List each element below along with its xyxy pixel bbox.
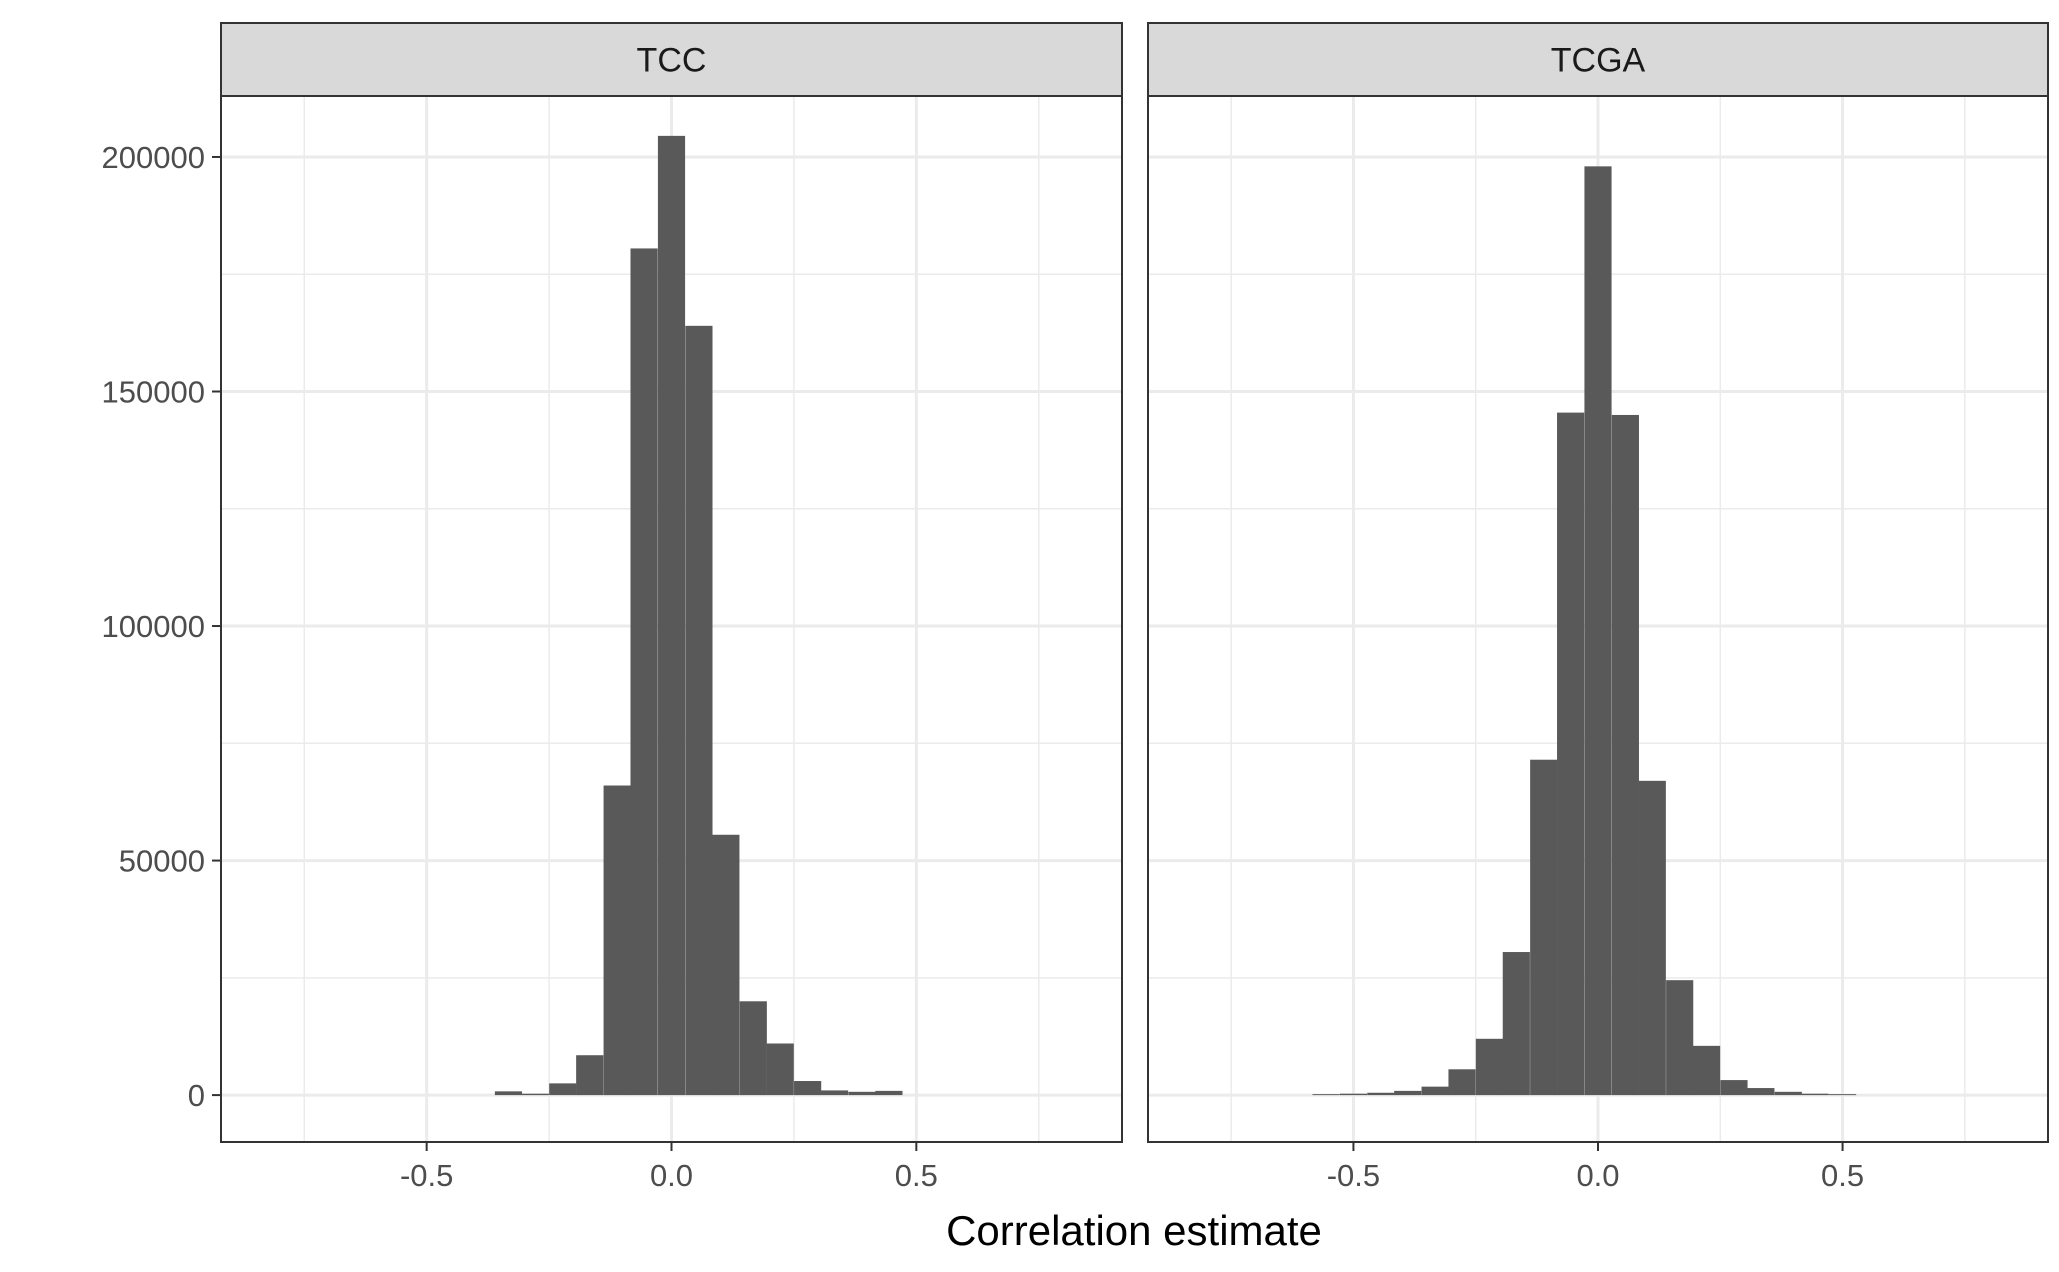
histogram-bar [630,248,658,1096]
histogram-bar [875,1090,903,1096]
facet-panels: TCC TCGA [220,22,2049,1143]
facet-strip [220,22,1123,97]
histogram-bar [1530,759,1558,1096]
histogram-bar [1774,1091,1802,1096]
histogram-bar [1584,166,1612,1096]
histogram-bar [1312,1094,1340,1096]
histogram-bar [820,1090,849,1096]
x-axis-title: Correlation estimate [946,1207,1322,1254]
facet-strip [1147,22,2049,97]
histogram-bar [1611,414,1639,1096]
histogram-bar [685,325,713,1096]
x-tick-label: 0.5 [895,1158,938,1193]
y-tick-label: 0 [188,1078,205,1113]
x-tick-label: 0.0 [1576,1158,1619,1193]
histogram-bar [1720,1080,1748,1096]
histogram-bar [1747,1088,1775,1096]
histogram-bar [1394,1090,1422,1096]
x-tick-label: -0.5 [400,1158,453,1193]
x-axis: -0.5 0.0 0.5 -0.5 0.0 0.5 [400,1142,1864,1193]
histogram-bar [603,785,631,1096]
x-tick-label: 0.5 [1821,1158,1864,1193]
histogram-bar [848,1091,876,1096]
y-tick-label: 100000 [102,609,205,644]
histogram-bar [576,1055,604,1096]
histogram-bar [766,1043,794,1096]
facet-panel-tcc: TCC [220,22,1123,1143]
facet-strip-label: TCGA [1551,42,1646,80]
histogram-bar [794,1081,822,1096]
histogram-bar [1367,1092,1395,1096]
histogram-bar [1801,1093,1829,1096]
histogram-bar [712,834,740,1096]
histogram-bar [1339,1093,1368,1096]
histogram-bar [739,1001,767,1096]
y-tick-label: 50000 [119,844,205,879]
histogram-bar [1666,980,1694,1096]
y-tick-label: 200000 [102,140,205,175]
histogram-bar [1557,412,1585,1096]
histogram-bar [1693,1045,1721,1096]
facet-strip-label: TCC [637,42,707,80]
histogram-bar [657,135,686,1096]
histogram-bar [494,1091,523,1096]
y-tick-label: 150000 [102,375,205,410]
x-tick-label: -0.5 [1327,1158,1380,1193]
histogram-bar [521,1093,549,1096]
histogram-bar [1421,1086,1449,1096]
histogram-bar [549,1083,577,1096]
histogram-bar [1828,1094,1857,1096]
histogram-bar [1448,1069,1476,1096]
histogram-bar [1638,780,1666,1096]
histogram-bar [1502,952,1530,1096]
y-axis: 0 50000 100000 150000 200000 [102,140,221,1113]
histogram-bar [1475,1038,1503,1096]
facet-panel-tcga: TCGA [1147,22,2049,1143]
x-tick-label: 0.0 [650,1158,693,1193]
